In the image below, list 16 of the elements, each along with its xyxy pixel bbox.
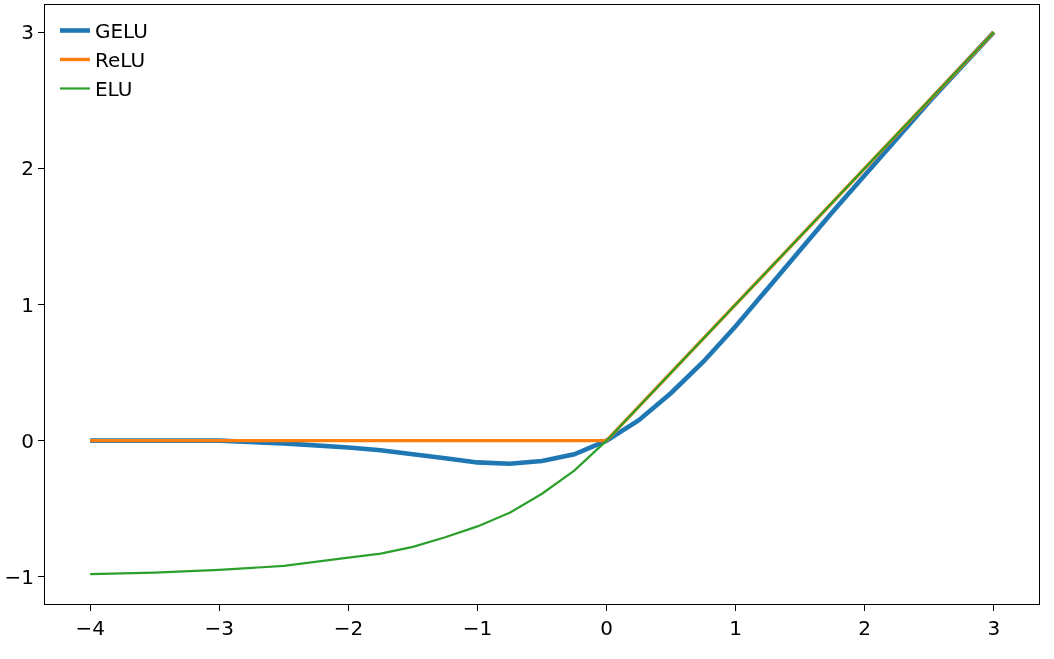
y-tick-label: 1 xyxy=(21,292,34,317)
x-tick-label: −1 xyxy=(462,616,493,641)
y-tick-label: 3 xyxy=(21,20,34,45)
y-tick-label: −1 xyxy=(4,564,34,589)
x-tick-label: −2 xyxy=(333,616,364,641)
x-tick-label: 0 xyxy=(600,616,613,641)
x-tick-label: 2 xyxy=(858,616,872,641)
y-tick-label: 0 xyxy=(21,428,34,453)
legend-label: ELU xyxy=(94,77,133,102)
legend-label: GELU xyxy=(94,19,148,44)
x-tick-label: −3 xyxy=(204,616,235,641)
y-tick-label: 2 xyxy=(21,156,34,181)
x-tick-label: −4 xyxy=(75,616,105,641)
legend-label: ReLU xyxy=(94,48,146,73)
x-tick-label: 3 xyxy=(987,616,1001,641)
x-tick-label: 1 xyxy=(729,616,743,641)
